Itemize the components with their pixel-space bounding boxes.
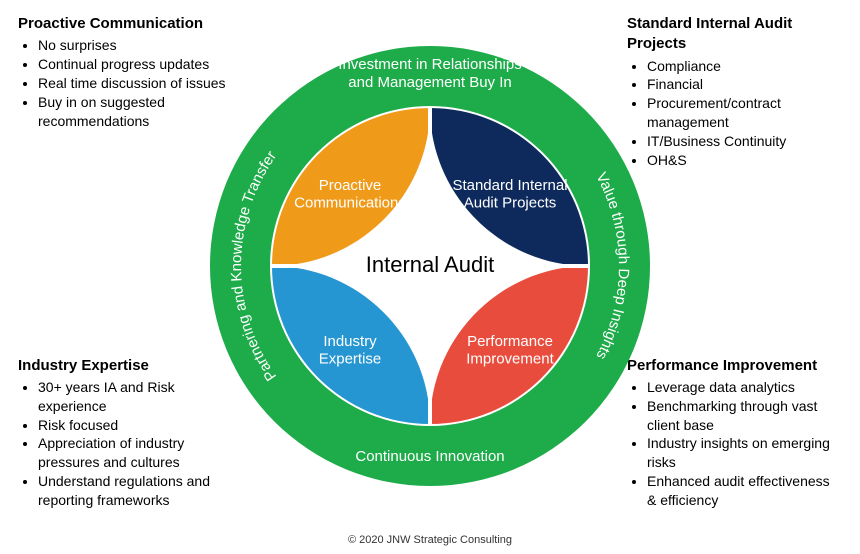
svg-text:Standard InternalAudit Project: Standard InternalAudit Projects bbox=[452, 177, 567, 211]
list-item: IT/Business Continuity bbox=[647, 132, 842, 151]
corner-title: Proactive Communication bbox=[18, 14, 233, 34]
list-item: Understand regulations and reporting fra… bbox=[38, 472, 233, 510]
svg-text:Investment in Relationships: Investment in Relationships bbox=[338, 56, 521, 73]
corner-title: Standard Internal Audit Projects bbox=[627, 14, 842, 55]
corner-list: ComplianceFinancialProcurement/contract … bbox=[627, 57, 842, 170]
list-item: Risk focused bbox=[38, 416, 233, 435]
list-item: Continual progress updates bbox=[38, 55, 233, 74]
list-item: Financial bbox=[647, 75, 842, 94]
corner-title: Industry Expertise bbox=[18, 356, 233, 376]
list-item: Real time discussion of issues bbox=[38, 74, 233, 93]
list-item: No surprises bbox=[38, 36, 233, 55]
corner-list: No surprisesContinual progress updatesRe… bbox=[18, 36, 233, 130]
corner-list: Leverage data analyticsBenchmarking thro… bbox=[627, 378, 842, 510]
list-item: Compliance bbox=[647, 57, 842, 76]
corner-list: 30+ years IA and Risk experienceRisk foc… bbox=[18, 378, 233, 510]
svg-text:Continuous Innovation: Continuous Innovation bbox=[355, 448, 504, 465]
svg-text:PerformanceImprovement: PerformanceImprovement bbox=[466, 333, 554, 367]
corner-top-left: Proactive Communication No surprisesCont… bbox=[18, 14, 233, 131]
corner-bottom-right: Performance Improvement Leverage data an… bbox=[627, 356, 842, 510]
list-item: Industry insights on emerging risks bbox=[647, 434, 842, 472]
svg-text:IndustryExpertise: IndustryExpertise bbox=[319, 333, 382, 367]
list-item: Leverage data analytics bbox=[647, 378, 842, 397]
svg-text:and Management Buy In: and Management Buy In bbox=[348, 74, 511, 91]
list-item: Buy in on suggested recommendations bbox=[38, 93, 233, 131]
list-item: Benchmarking through vast client base bbox=[647, 397, 842, 435]
list-item: Enhanced audit effectiveness & efficienc… bbox=[647, 472, 842, 510]
list-item: 30+ years IA and Risk experience bbox=[38, 378, 233, 416]
corner-bottom-left: Industry Expertise 30+ years IA and Risk… bbox=[18, 356, 233, 510]
internal-audit-diagram: Internal AuditProactiveCommunicationsSta… bbox=[210, 46, 650, 486]
list-item: OH&S bbox=[647, 151, 842, 170]
corner-top-right: Standard Internal Audit Projects Complia… bbox=[627, 14, 842, 170]
corner-title: Performance Improvement bbox=[627, 356, 842, 376]
copyright: © 2020 JNW Strategic Consulting bbox=[0, 534, 860, 546]
list-item: Procurement/contract management bbox=[647, 94, 842, 132]
list-item: Appreciation of industry pressures and c… bbox=[38, 434, 233, 472]
svg-text:Internal Audit: Internal Audit bbox=[366, 252, 494, 277]
